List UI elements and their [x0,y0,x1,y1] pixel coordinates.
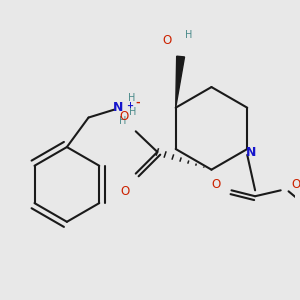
Text: O: O [120,185,130,198]
Text: +: + [126,101,133,110]
Text: O: O [211,178,220,191]
Text: O: O [119,110,129,123]
Text: N: N [113,101,123,114]
Text: H: H [185,30,192,40]
Text: H: H [119,116,127,127]
Text: H: H [129,106,136,117]
Text: O: O [162,34,172,47]
Text: N: N [246,146,256,160]
Polygon shape [176,56,184,108]
Text: H: H [128,93,136,103]
Text: -: - [135,98,140,108]
Text: O: O [292,178,300,191]
